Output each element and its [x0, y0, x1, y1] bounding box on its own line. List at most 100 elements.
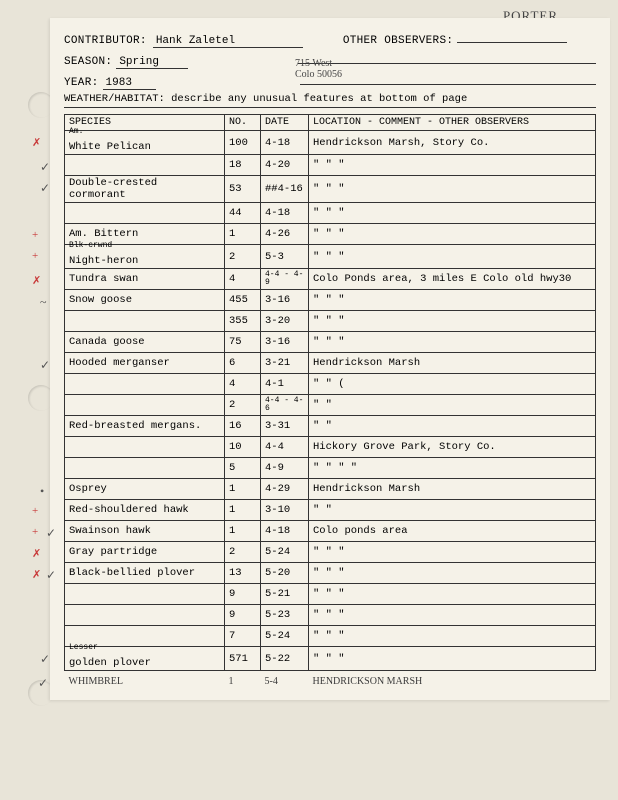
date-cell: 5-20	[261, 563, 309, 584]
species-cell: Am.White Pelican	[65, 131, 225, 155]
count-cell: 100	[225, 131, 261, 155]
count-cell: 44	[225, 203, 261, 224]
count-cell: 2	[225, 395, 261, 416]
table-row: 54-9" " " "	[65, 458, 596, 479]
location-cell: Colo ponds area	[309, 521, 596, 542]
location-cell: " "	[309, 395, 596, 416]
margin-mark: +	[32, 526, 38, 538]
date-cell: 3-16	[261, 332, 309, 353]
location-cell: " "	[309, 500, 596, 521]
count-cell: 1	[225, 521, 261, 542]
margin-mark: +	[32, 505, 38, 517]
species-cell	[65, 374, 225, 395]
margin-check: ✓	[38, 676, 48, 691]
table-row: Red-breasted mergans.163-31" "	[65, 416, 596, 437]
margin-check: ✓	[40, 181, 50, 196]
location-cell: Colo Ponds area, 3 miles E Colo old hwy3…	[309, 269, 596, 290]
location-cell: Hendrickson Marsh, Story Co.	[309, 131, 596, 155]
species-name: Hooded merganser	[69, 357, 170, 369]
count-cell: 13	[225, 563, 261, 584]
date-cell: 4-18	[261, 203, 309, 224]
species-cell: Lessergolden plover	[65, 647, 225, 671]
date-cell: 3-20	[261, 311, 309, 332]
count-cell: 7	[225, 626, 261, 647]
species-cell	[65, 395, 225, 416]
hand-date: 5-4	[261, 671, 309, 692]
species-name: Snow goose	[69, 294, 132, 306]
species-name: Black-bellied plover	[69, 567, 195, 579]
hand-loc: HENDRICKSON MARSH	[309, 671, 596, 692]
address-line-1: 715 West	[295, 58, 342, 69]
location-cell: " " "	[309, 311, 596, 332]
margin-mark: ✗	[32, 568, 41, 581]
table-row: 3553-20" " "	[65, 311, 596, 332]
species-cell: Red-breasted mergans.	[65, 416, 225, 437]
table-row: Osprey14-29Hendrickson Marsh	[65, 479, 596, 500]
date-cell: 4-4 - 4-9	[261, 269, 309, 290]
margin-check: ✓	[46, 526, 56, 541]
table-row: 24-4 - 4-6" "	[65, 395, 596, 416]
count-cell: 9	[225, 605, 261, 626]
table-row: Tundra swan44-4 - 4-9Colo Ponds area, 3 …	[65, 269, 596, 290]
margin-mark: ✗	[32, 136, 41, 149]
date-cell: 3-10	[261, 500, 309, 521]
count-cell: 1	[225, 500, 261, 521]
contributor-row: CONTRIBUTOR: Hank Zaletel OTHER OBSERVER…	[64, 30, 596, 48]
weather-habitat-line: WEATHER/HABITAT: describe any unusual fe…	[64, 93, 596, 108]
date-cell: 4-20	[261, 155, 309, 176]
location-cell: " " "	[309, 605, 596, 626]
table-row: 444-18" " "	[65, 203, 596, 224]
date-cell: 3-16	[261, 290, 309, 311]
species-name: golden plover	[69, 657, 151, 669]
date-cell: 5-22	[261, 647, 309, 671]
count-cell: 355	[225, 311, 261, 332]
table-row: Snow goose4553-16" " "	[65, 290, 596, 311]
count-cell: 53	[225, 176, 261, 203]
species-cell	[65, 203, 225, 224]
contributor-value: Hank Zaletel	[153, 35, 303, 48]
margin-mark: ✗	[32, 274, 41, 287]
species-cell: Blk-crwndNight-heron	[65, 245, 225, 269]
count-cell: 4	[225, 374, 261, 395]
location-cell: " " "	[309, 290, 596, 311]
margin-mark: ✗	[32, 547, 41, 560]
table-row: 184-20" " "	[65, 155, 596, 176]
table-row: Black-bellied plover 135-20" " "	[65, 563, 596, 584]
handwritten-row: WHIMBREL15-4HENDRICKSON MARSH	[65, 671, 596, 692]
location-cell: " " "	[309, 563, 596, 584]
count-cell: 10	[225, 437, 261, 458]
location-cell: " " "	[309, 224, 596, 245]
table-row: Red-shouldered hawk 13-10" "	[65, 500, 596, 521]
species-cell	[65, 584, 225, 605]
date-cell: 4-1	[261, 374, 309, 395]
table-row: Swainson hawk14-18Colo ponds area	[65, 521, 596, 542]
species-cell	[65, 437, 225, 458]
count-cell: 6	[225, 353, 261, 374]
observation-table: SPECIES NO. DATE LOCATION - COMMENT - OT…	[64, 114, 596, 692]
form-page: 715 West Colo 50056 CONTRIBUTOR: Hank Za…	[50, 18, 610, 700]
address-handwritten: 715 West Colo 50056	[295, 58, 342, 80]
date-cell: 4-4 - 4-6	[261, 395, 309, 416]
count-cell: 2	[225, 245, 261, 269]
location-cell: " " "	[309, 542, 596, 563]
table-row: 104-4Hickory Grove Park, Story Co.	[65, 437, 596, 458]
location-cell: " "	[309, 416, 596, 437]
species-name: Red-shouldered hawk	[69, 504, 189, 516]
species-name: White Pelican	[69, 141, 151, 153]
date-cell: 4-26	[261, 224, 309, 245]
table-row: Am.White Pelican1004-18Hendrickson Marsh…	[65, 131, 596, 155]
date-cell: 4-4	[261, 437, 309, 458]
location-cell: " " "	[309, 332, 596, 353]
species-cell: Hooded merganser	[65, 353, 225, 374]
location-cell: " " " "	[309, 458, 596, 479]
margin-mark: +	[32, 229, 38, 241]
count-cell: 5	[225, 458, 261, 479]
species-cell	[65, 155, 225, 176]
date-cell: 5-24	[261, 626, 309, 647]
hand-species: WHIMBREL	[65, 671, 225, 692]
location-cell: " " "	[309, 647, 596, 671]
species-cell: Red-shouldered hawk	[65, 500, 225, 521]
contributor-label: CONTRIBUTOR:	[64, 35, 147, 47]
species-superscript: Blk-crwnd	[69, 241, 220, 250]
other-observers-blank	[457, 30, 567, 43]
